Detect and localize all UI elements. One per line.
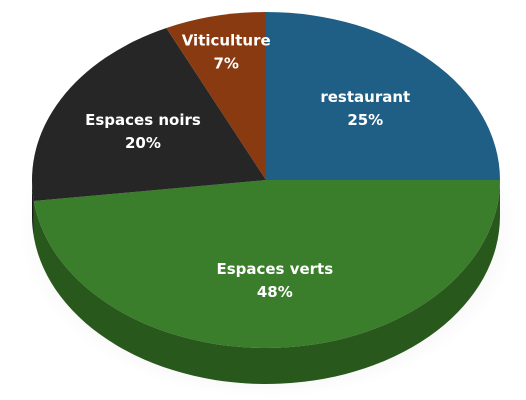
pie-side	[32, 180, 34, 238]
pie-slice	[266, 12, 500, 180]
slice-value: 25%	[347, 111, 383, 129]
slice-value: 7%	[213, 55, 238, 73]
pie-side	[33, 180, 501, 385]
pie-slice	[33, 180, 501, 349]
slice-name: Espaces verts	[216, 260, 333, 278]
slice-name: Viticulture	[182, 32, 271, 50]
slice-value: 48%	[257, 283, 293, 301]
slice-name: Espaces noirs	[85, 111, 201, 129]
slice-name: restaurant	[320, 88, 410, 106]
pie-slice	[31, 27, 266, 202]
pie-slice	[166, 12, 266, 180]
slice-value: 20%	[125, 134, 161, 152]
